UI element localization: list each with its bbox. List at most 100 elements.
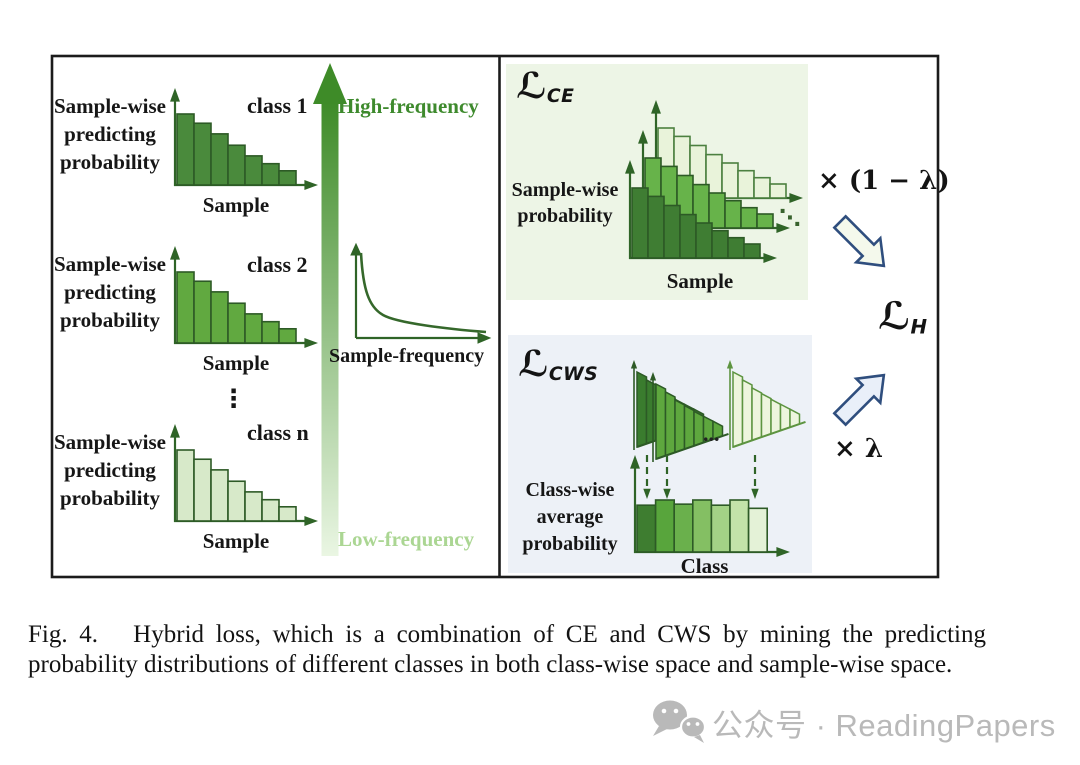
cascade-baseline xyxy=(655,432,729,460)
ce-y-axis-label: Sample-wise probability xyxy=(511,179,619,227)
class1-x-axis-label: Sample xyxy=(202,193,270,217)
bar xyxy=(636,504,657,553)
cascade-bar xyxy=(664,390,676,457)
cascade-bar xyxy=(732,370,744,449)
arrowhead xyxy=(776,547,790,557)
arrowhead xyxy=(643,488,651,499)
ce-overlapped-charts xyxy=(625,100,803,263)
class1-y-axis-label: Sample-wise predicting probability xyxy=(54,94,166,174)
arrowhead xyxy=(726,360,734,369)
bar xyxy=(673,503,694,553)
ce-weight-label: × (1 − λ) xyxy=(818,166,950,196)
bar xyxy=(691,499,713,553)
arrowhead xyxy=(789,193,803,203)
arrowhead xyxy=(304,338,318,348)
arrowhead xyxy=(776,223,790,233)
cws-loss-label: ℒCWS xyxy=(518,344,598,385)
bar xyxy=(647,195,665,259)
bar xyxy=(261,498,280,522)
classn-x-axis-label: Sample xyxy=(202,529,270,553)
bar xyxy=(227,480,246,522)
sample-frequency-curve xyxy=(350,242,492,344)
bar xyxy=(193,122,212,186)
bar xyxy=(631,187,649,259)
cascade-bar xyxy=(760,392,772,439)
arrowhead xyxy=(170,88,180,102)
cascade-bar xyxy=(645,378,657,445)
bar xyxy=(747,507,768,553)
cascade-baseline xyxy=(732,420,806,448)
bar xyxy=(743,243,761,259)
cws-average-chart xyxy=(630,455,790,557)
ce-flow-arrow xyxy=(832,214,886,268)
cws-weight-label: × λ xyxy=(834,434,884,464)
class1-title: class 1 xyxy=(247,93,308,118)
figure-border xyxy=(50,54,940,579)
cascade-bar xyxy=(770,398,782,435)
bar xyxy=(261,162,280,186)
bar xyxy=(210,133,229,186)
arrowhead xyxy=(630,360,638,369)
arrowhead xyxy=(751,488,759,499)
ce-loss-subscript: CE xyxy=(546,86,575,108)
bar xyxy=(227,144,246,186)
bar xyxy=(756,213,774,229)
bar xyxy=(737,169,755,199)
cascade-bar xyxy=(741,378,753,445)
bar xyxy=(769,183,787,199)
cascade-bar xyxy=(751,386,763,442)
class2-x-axis-label: Sample xyxy=(202,351,270,375)
cascade-bar xyxy=(655,382,667,461)
cws-x-axis-label: Class xyxy=(680,554,729,578)
bar xyxy=(244,313,263,344)
cws-y-axis-label: Class-wise average probability xyxy=(522,479,618,555)
bar xyxy=(663,204,681,259)
hybrid-loss-subscript: H xyxy=(910,315,928,339)
frequency-gradient-arrow xyxy=(313,63,347,556)
class2-chart xyxy=(170,246,318,348)
bar xyxy=(210,291,229,344)
cws-loss-symbol: ℒ xyxy=(518,344,549,385)
ce-diagonal-dots: ⋱ xyxy=(779,206,801,231)
arrowhead xyxy=(630,455,640,469)
bar xyxy=(278,505,297,522)
bar xyxy=(244,491,263,522)
bar xyxy=(278,170,297,186)
arrowhead xyxy=(170,424,180,438)
cascade-bar xyxy=(636,370,648,449)
arrowhead xyxy=(170,246,180,260)
bar xyxy=(176,271,195,344)
hybrid-loss-label: ℒH xyxy=(878,294,928,338)
bar xyxy=(244,155,263,186)
bar xyxy=(710,504,731,553)
ce-loss-label: ℒCE xyxy=(516,66,574,107)
bar xyxy=(176,449,195,522)
bar xyxy=(740,206,758,229)
ce-loss-symbol: ℒ xyxy=(516,66,547,107)
cws-dashed-arrows xyxy=(643,455,759,499)
arrowhead xyxy=(663,488,671,499)
figure-caption: Fig. 4. Hybrid loss, which is a combinat… xyxy=(28,621,986,678)
bar xyxy=(695,222,713,259)
cws-flow-arrow xyxy=(832,373,886,427)
cws-loss-subscript: CWS xyxy=(548,364,599,386)
bar xyxy=(210,469,229,522)
classn-chart xyxy=(170,424,318,526)
sample-frequency-label: Sample-frequency xyxy=(329,345,485,367)
bar xyxy=(278,327,297,344)
class2-title: class 2 xyxy=(247,252,308,277)
cascade-bar xyxy=(674,398,686,454)
cws-cascades xyxy=(630,360,806,462)
bar xyxy=(679,213,697,259)
classn-title: class n xyxy=(247,420,309,445)
classn-y-axis-label: Sample-wise predicting probability xyxy=(54,430,166,510)
arrowhead xyxy=(304,516,318,526)
bar xyxy=(753,176,771,199)
wechat-icon xyxy=(653,700,707,743)
bar xyxy=(724,199,742,229)
bar xyxy=(193,458,212,522)
bar xyxy=(654,499,675,553)
high-frequency-label: High-frequency xyxy=(338,94,479,118)
